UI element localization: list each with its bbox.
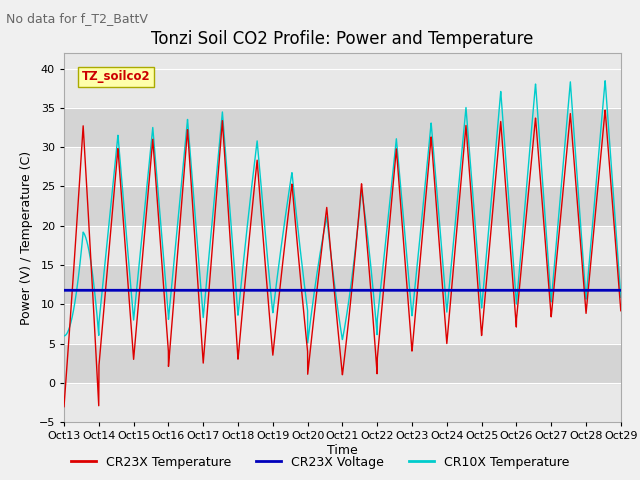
CR10X Temperature <box>518 238 525 244</box>
Line: CR23X Temperature: CR23X Temperature <box>64 110 621 407</box>
CR10X Temperature <box>273 278 280 284</box>
CR23X Voltage <box>518 288 525 293</box>
Line: CR10X Temperature: CR10X Temperature <box>64 81 621 343</box>
Text: TZ_soilco2: TZ_soilco2 <box>81 71 150 84</box>
CR23X Temperature <box>601 107 609 113</box>
Text: No data for f_T2_BattV: No data for f_T2_BattV <box>6 12 148 25</box>
CR23X Voltage <box>273 288 280 293</box>
CR10X Temperature <box>476 279 483 285</box>
Bar <box>64 108 621 147</box>
CR23X Temperature <box>617 308 625 313</box>
CR10X Temperature <box>394 155 402 160</box>
CR23X Voltage <box>617 288 625 293</box>
CR23X Temperature <box>518 260 525 266</box>
CR10X Temperature <box>617 295 625 300</box>
CR10X Temperature <box>161 274 169 279</box>
CR23X Temperature <box>273 315 280 321</box>
CR23X Temperature <box>476 304 483 310</box>
CR23X Voltage <box>161 288 169 293</box>
Bar <box>64 265 621 304</box>
CR23X Temperature <box>394 166 402 172</box>
Y-axis label: Power (V) / Temperature (C): Power (V) / Temperature (C) <box>20 151 33 324</box>
CR23X Temperature <box>60 404 68 409</box>
Legend: CR23X Temperature, CR23X Voltage, CR10X Temperature: CR23X Temperature, CR23X Voltage, CR10X … <box>66 451 574 474</box>
CR23X Temperature <box>422 191 430 197</box>
CR23X Voltage <box>60 288 68 293</box>
CR10X Temperature <box>60 333 68 339</box>
Bar <box>64 187 621 226</box>
CR23X Temperature <box>161 304 169 310</box>
Bar <box>64 344 621 383</box>
CR23X Voltage <box>422 288 430 293</box>
CR10X Temperature <box>304 340 312 346</box>
CR23X Voltage <box>476 288 483 293</box>
X-axis label: Time: Time <box>327 444 358 457</box>
CR10X Temperature <box>601 78 609 84</box>
CR10X Temperature <box>422 171 430 177</box>
CR23X Voltage <box>394 288 402 293</box>
Title: Tonzi Soil CO2 Profile: Power and Temperature: Tonzi Soil CO2 Profile: Power and Temper… <box>151 30 534 48</box>
